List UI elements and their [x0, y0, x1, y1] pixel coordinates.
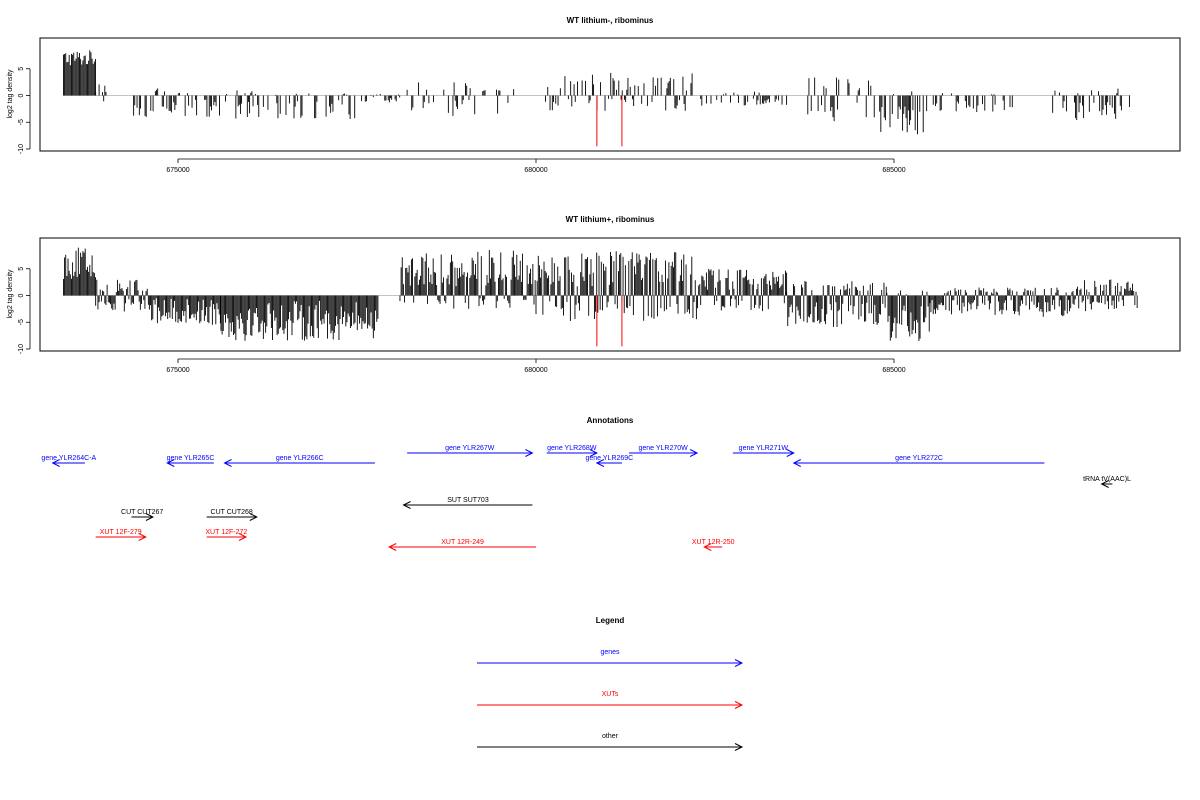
feature-label: gene YLR267W [445, 445, 495, 452]
arrowhead [1100, 480, 1109, 488]
arrowhead [786, 449, 795, 457]
legend-label: genes [600, 649, 620, 656]
feature-label: XUT 12R-249 [441, 539, 484, 546]
annotation-feature: SUT SUT703 [402, 497, 533, 509]
feature-label: gene YLR271W [739, 445, 789, 452]
y-axis: -10 -5 0 5 [18, 67, 31, 154]
annotation-feature: gene YLR268W [546, 445, 598, 457]
x-tick-label: 680000 [524, 367, 547, 374]
feature-label: CUT CUT267 [121, 509, 163, 516]
annotation-track: Annotations gene YLR264C-A gene YLR265C ge… [41, 416, 1131, 551]
legend: Legend genes XUTs other [477, 616, 744, 751]
y-tick-label: -5 [18, 319, 25, 325]
feature-label: tRNA tV(AAC)L [1083, 476, 1131, 483]
arrowhead [388, 543, 397, 551]
arrowhead [734, 743, 744, 751]
arrowhead [589, 449, 598, 457]
arrowhead [734, 701, 744, 709]
track-panel-lithium-minus: WT lithium-, ribominus log2 tag density … [7, 16, 1181, 174]
arrowhead [792, 459, 801, 467]
x-axis: 675000 680000 685000 [166, 158, 906, 174]
y-tick-label: -5 [18, 119, 25, 125]
annotation-feature: gene YLR264C-A [41, 455, 97, 467]
arrowhead [689, 449, 699, 457]
feature-label: gene YLR268W [547, 445, 597, 452]
annotation-feature: XUT 12R-249 [388, 539, 536, 551]
legend-entry: other [477, 733, 744, 751]
feature-label: CUT CUT268 [211, 509, 253, 516]
annotation-feature: XUT 12F-272 [205, 529, 247, 541]
feature-label: XUT 12F-279 [100, 529, 142, 536]
arrowhead [138, 533, 147, 541]
panel-title: WT lithium+, ribominus [566, 215, 655, 224]
x-tick-label: 675000 [166, 167, 189, 174]
legend-label: XUTs [602, 691, 619, 698]
feature-label: gene YLR265C [167, 455, 215, 462]
arrowhead [51, 459, 60, 467]
arrowhead [166, 459, 175, 467]
y-tick-label: 5 [18, 67, 25, 71]
y-axis-label: log2 tag density [7, 269, 14, 319]
annotation-feature: gene YLR270W [629, 445, 699, 457]
panel-title: WT lithium-, ribominus [567, 16, 654, 25]
feature-label: gene YLR266C [276, 455, 324, 462]
annotation-feature: gene YLR266C [223, 455, 375, 467]
annotation-features: gene YLR264C-A gene YLR265C gene YLR266C ge… [41, 445, 1131, 551]
x-tick-label: 675000 [166, 367, 189, 374]
y-tick-label: 0 [18, 93, 25, 97]
feature-label: gene YLR264C-A [41, 455, 96, 462]
plot-frame [39, 37, 1181, 152]
feature-label: XUT 12F-272 [205, 529, 247, 536]
feature-label: gene YLR269C [586, 455, 634, 462]
density-bars [62, 247, 1138, 347]
legend-entry: XUTs [477, 691, 744, 709]
legend-entries: genes XUTs other [477, 649, 744, 751]
feature-label: gene YLR270W [638, 445, 688, 452]
annotation-feature: gene YLR269C [586, 455, 634, 467]
y-tick-label: 5 [18, 267, 25, 271]
annotation-feature: gene YLR267W [407, 445, 534, 457]
annotation-feature: CUT CUT267 [121, 509, 163, 521]
legend-entry: genes [477, 649, 744, 667]
annotation-feature: XUT 12F-279 [95, 529, 147, 541]
density-bars [62, 50, 1130, 147]
arrowhead [703, 543, 712, 551]
arrowhead [223, 459, 232, 467]
annotation-feature: gene YLR272C [792, 455, 1045, 467]
annotation-feature: gene YLR265C [166, 455, 215, 467]
plot-frame [39, 237, 1181, 352]
legend-title: Legend [596, 616, 625, 625]
arrowhead [238, 533, 248, 541]
annotation-feature: XUT 12R-250 [692, 539, 735, 551]
x-tick-label: 685000 [882, 167, 905, 174]
arrowhead [525, 449, 534, 457]
annotation-feature: tRNA tV(AAC)L [1083, 476, 1131, 488]
y-tick-label: 0 [18, 293, 25, 297]
legend-label: other [602, 733, 619, 740]
feature-label: XUT 12R-250 [692, 539, 735, 546]
annotation-feature: gene YLR271W [732, 445, 795, 457]
feature-label: SUT SUT703 [447, 497, 489, 504]
feature-label: gene YLR272C [895, 455, 943, 462]
y-tick-label: -10 [18, 144, 25, 154]
x-tick-label: 685000 [882, 367, 905, 374]
arrowhead [595, 459, 605, 467]
y-axis: -10 -5 0 5 [18, 267, 31, 354]
arrowhead [145, 513, 155, 521]
y-tick-label: -10 [18, 344, 25, 354]
arrowhead [249, 513, 258, 521]
annotations-title: Annotations [587, 416, 634, 425]
y-axis-label: log2 tag density [7, 69, 14, 119]
annotation-feature: CUT CUT268 [206, 509, 258, 521]
arrowhead [734, 659, 744, 667]
arrowhead [402, 501, 411, 509]
x-axis: 675000 680000 685000 [166, 358, 906, 374]
track-panel-lithium-plus: WT lithium+, ribominus log2 tag density … [7, 215, 1181, 374]
x-tick-label: 680000 [524, 167, 547, 174]
